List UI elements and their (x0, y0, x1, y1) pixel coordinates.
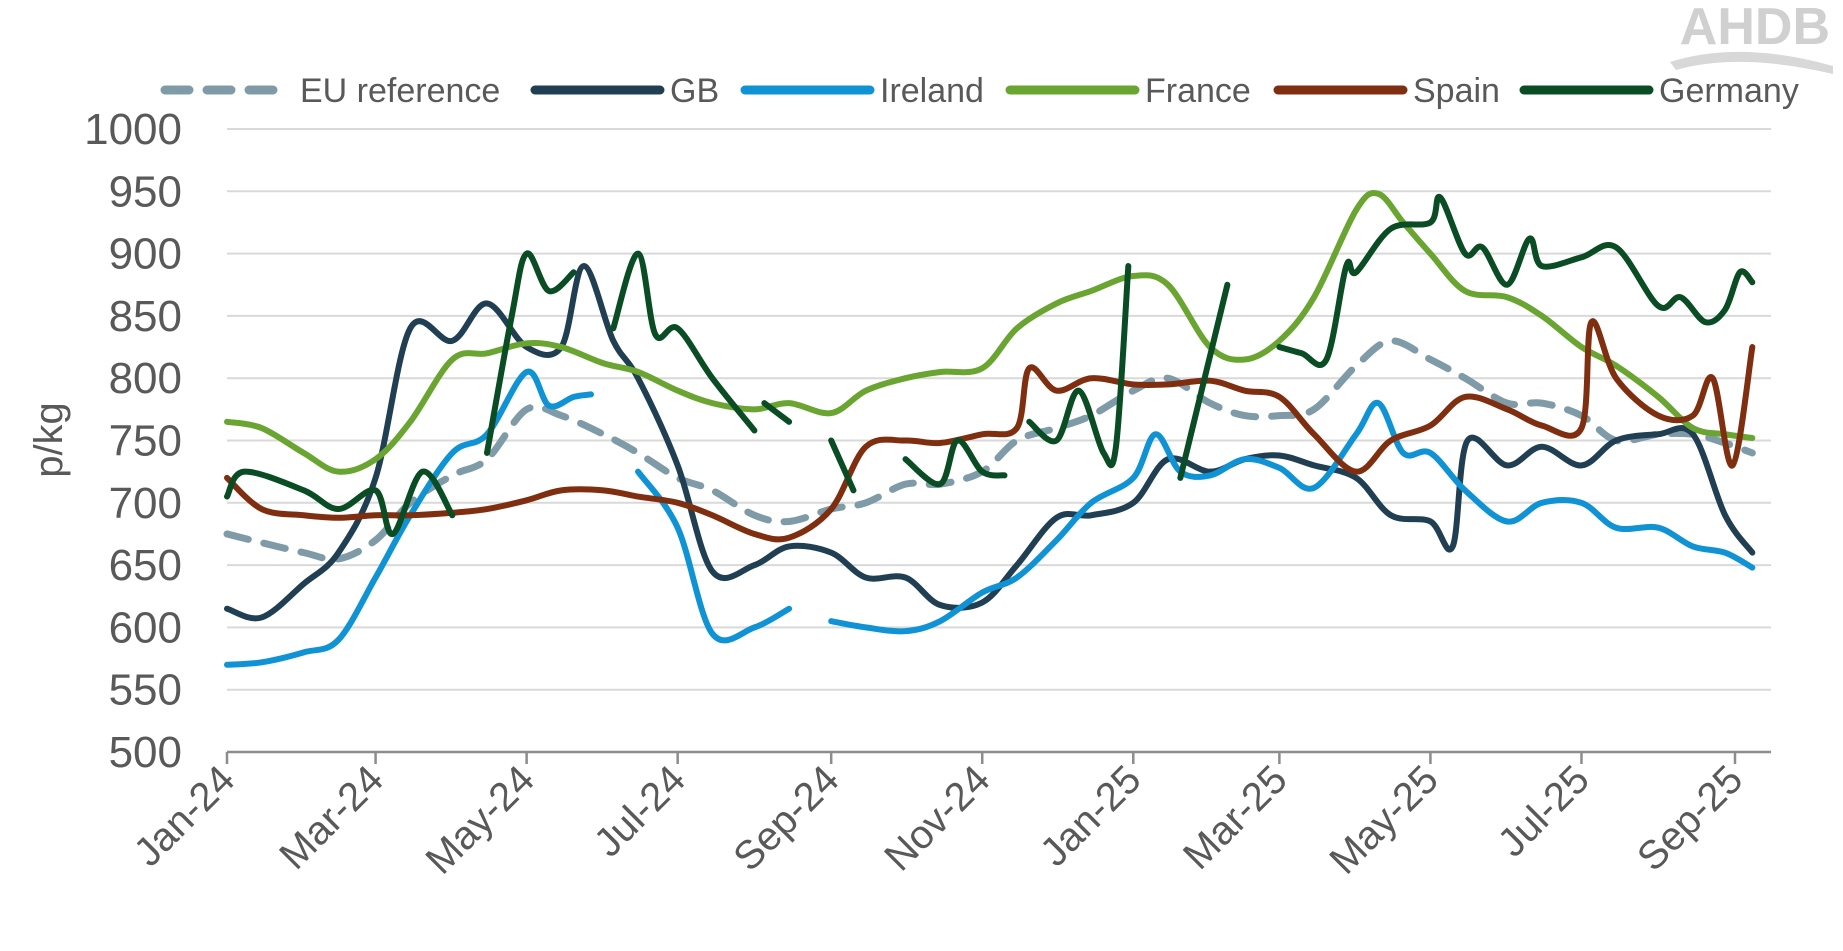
x-tick-label: Jul-24 (586, 757, 694, 865)
x-tick-label: Mar-25 (1175, 757, 1296, 878)
ahdb-logo: AHDB (1670, 0, 1833, 74)
series-line-gb (224, 263, 1756, 622)
y-tick-label: 800 (109, 354, 182, 403)
series-lines (223, 190, 1756, 668)
legend-label: Germany (1659, 72, 1799, 110)
x-tick-label: Nov-24 (876, 757, 998, 879)
series-line-eu-reference (223, 337, 1756, 563)
series-line-germany (1276, 193, 1756, 368)
legend-item-france: France (1005, 72, 1251, 110)
y-tick-label: 900 (109, 230, 182, 279)
series-line-ireland (828, 399, 1756, 635)
series-line-germany (484, 250, 577, 456)
legend-label: GB (670, 72, 719, 110)
series-line-germany (1177, 281, 1231, 481)
legend-item-germany: Germany (1519, 72, 1799, 110)
series-line-ireland (224, 368, 594, 668)
legend-label: France (1145, 72, 1251, 110)
x-tick-label: Sep-25 (1629, 757, 1751, 879)
x-tick-label: Jan-25 (1032, 757, 1150, 875)
series-line-germany (902, 437, 1008, 488)
x-tick-label: Jul-25 (1490, 757, 1598, 865)
legend-item-eu-reference: EU reference (160, 72, 500, 110)
y-tick-label: 1000 (84, 105, 182, 154)
series-line-germany (610, 250, 758, 434)
y-tick-label: 650 (109, 541, 182, 590)
series-line-germany (761, 400, 793, 425)
series-line-ireland (635, 468, 793, 644)
x-tick-label: May-25 (1321, 757, 1446, 882)
series-line-germany (828, 437, 857, 494)
legend: EU reference GB Ireland France Spain Germany (160, 72, 1799, 110)
legend-item-spain: Spain (1273, 72, 1500, 110)
legend-label: EU reference (300, 72, 500, 110)
x-tick-label: Sep-24 (725, 757, 847, 879)
series-line-france (224, 190, 1756, 475)
y-tick-label: 600 (109, 603, 182, 652)
y-tick-label: 750 (109, 417, 182, 466)
series-line-spain (224, 318, 1756, 543)
y-tick-label: 950 (109, 167, 182, 216)
logo-text: AHDB (1680, 0, 1830, 56)
y-tick-label: 550 (109, 666, 182, 715)
y-axis-label: p/kg (27, 402, 71, 478)
legend-item-ireland: Ireland (740, 72, 984, 110)
y-axis: 500 550 600 650 700 750 800 850 900 950 1000 (84, 105, 182, 777)
x-axis: Jan-24 Mar-24 May-24 Jul-24 Sep-24 Nov-24 Jan-… (126, 750, 1771, 883)
series-line-germany (224, 468, 456, 537)
y-tick-label: 700 (109, 479, 182, 528)
x-tick-label: May-24 (418, 757, 543, 882)
y-tick-label: 500 (109, 728, 182, 777)
logo-wave-icon (1670, 51, 1833, 74)
series-line-germany (1026, 263, 1132, 469)
x-tick-label: Mar-24 (271, 757, 392, 878)
legend-label: Spain (1413, 72, 1500, 110)
y-tick-label: 850 (109, 292, 182, 341)
gridlines (227, 128, 1771, 691)
legend-item-gb: GB (530, 72, 719, 110)
legend-label: Ireland (880, 72, 984, 110)
